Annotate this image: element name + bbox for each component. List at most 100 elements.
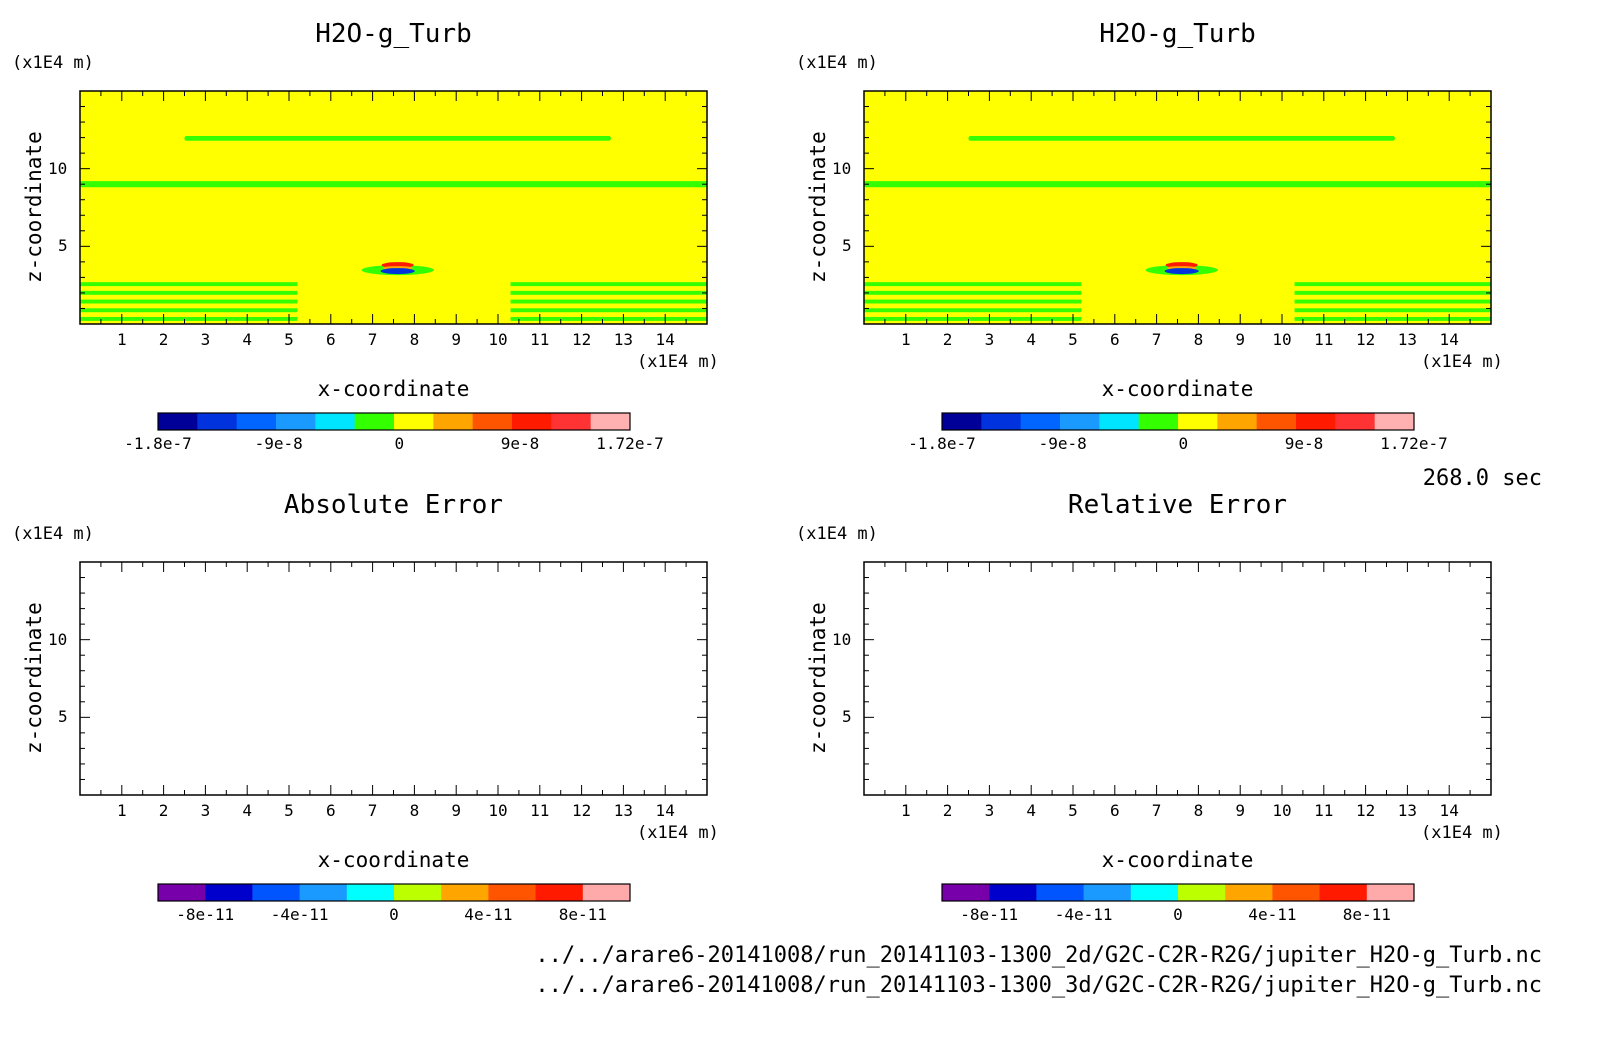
x-tick-label: 13: [613, 330, 634, 349]
colorbar-segment: [433, 413, 474, 430]
contour-stripe: [1294, 308, 1491, 313]
x-axis-title: x-coordinate: [1101, 377, 1254, 401]
colorbar-segment: [488, 884, 537, 901]
colorbar-segment: [1060, 413, 1100, 430]
blob-negative: [380, 268, 415, 275]
colorbar-segment: [551, 413, 592, 430]
colorbar-segment: [1178, 413, 1218, 430]
x-tick-label: 14: [655, 330, 675, 349]
colorbar-segment: [981, 413, 1022, 430]
x-unit-label: (x1E4 m): [1421, 823, 1503, 843]
colorbar-segment: [236, 413, 277, 430]
blob-negative: [1164, 268, 1199, 275]
y-tick-label: 10: [48, 629, 68, 649]
colorbar-label: -1.8e-7: [124, 434, 192, 453]
x-tick-label: 11: [1314, 801, 1334, 820]
x-tick-label: 12: [571, 330, 592, 349]
x-tick-label: 11: [530, 801, 550, 820]
panel-title: H2O-g_Turb: [315, 19, 472, 49]
panel-2: [863, 90, 1492, 431]
x-tick-label: 6: [325, 801, 336, 820]
colorbar-label: -1.8e-7: [908, 434, 976, 453]
x-tick-label: 8: [1193, 801, 1204, 820]
x-tick-label: 2: [942, 330, 953, 349]
contour-stripe: [510, 290, 707, 295]
contour-band: [864, 181, 1491, 188]
colorbar-label: -8e-11: [176, 905, 235, 924]
colorbar-label: 0: [1178, 434, 1189, 453]
colorbar-segment: [252, 884, 301, 901]
colorbar-label: -8e-11: [960, 905, 1019, 924]
contour-stripe: [80, 299, 298, 304]
file-path-3d: ../../arare6-20141008/run_20141103-1300_…: [535, 973, 1542, 998]
colorbar-segment: [354, 413, 395, 430]
colorbar-segment: [1217, 413, 1258, 430]
colorbar-segment: [512, 413, 552, 430]
field-background: [80, 91, 707, 324]
colorbar-segment: [158, 413, 198, 430]
x-tick-label: 12: [1355, 801, 1376, 820]
time-label: 268.0 sec: [1422, 466, 1542, 491]
colorbar-segment: [394, 413, 434, 430]
x-axis-title: x-coordinate: [1101, 848, 1254, 872]
y-unit-label: (x1E4 m): [796, 53, 878, 73]
x-tick-label: 7: [1151, 330, 1162, 349]
colorbar-segment: [1366, 884, 1415, 901]
y-unit-label: (x1E4 m): [12, 524, 94, 544]
colorbar-segment: [942, 884, 990, 901]
y-tick-label: 5: [842, 707, 852, 727]
x-tick-label: 2: [942, 801, 953, 820]
x-tick-label: 14: [1439, 330, 1459, 349]
x-tick-label: 11: [530, 330, 550, 349]
x-tick-label: 3: [984, 801, 995, 820]
panel-1: [79, 90, 708, 431]
field-background: [864, 562, 1491, 795]
x-tick-label: 5: [284, 330, 294, 349]
x-tick-label: 1: [116, 801, 127, 820]
colorbar-label: 0: [394, 434, 405, 453]
field-background: [864, 91, 1491, 324]
colorbar-label: 8e-11: [1342, 905, 1391, 924]
x-tick-label: 9: [451, 801, 462, 820]
colorbar-segment: [1319, 884, 1368, 901]
contour-stripe: [864, 316, 1082, 321]
x-tick-label: 1: [116, 330, 127, 349]
colorbar-frame: [941, 412, 1415, 431]
x-tick-label: 6: [1109, 801, 1120, 820]
y-unit-label: (x1E4 m): [12, 53, 94, 73]
colorbar-frame: [157, 412, 631, 431]
colorbar-label: 9e-8: [500, 434, 540, 453]
contour-band: [184, 136, 611, 141]
colorbar-label: -4e-11: [1054, 905, 1113, 924]
y-tick-label: 10: [48, 158, 68, 178]
colorbar-segment: [276, 413, 316, 430]
panel-3: [79, 561, 708, 902]
contour-stripe: [864, 290, 1082, 295]
contour-stripe: [864, 299, 1082, 304]
x-tick-label: 1: [900, 801, 911, 820]
colorbar-label: 4e-11: [464, 905, 513, 924]
colorbar-segment: [472, 413, 513, 430]
colorbar-label: 0: [1173, 905, 1183, 924]
x-tick-label: 12: [571, 801, 592, 820]
x-tick-label: 9: [1235, 801, 1246, 820]
x-tick-label: 3: [200, 801, 211, 820]
x-tick-label: 9: [1235, 330, 1246, 349]
contour-stripe: [510, 308, 707, 313]
colorbar-label: -4e-11: [270, 905, 329, 924]
x-unit-label: (x1E4 m): [637, 352, 719, 372]
x-tick-label: 13: [1397, 330, 1418, 349]
x-tick-label: 7: [367, 801, 378, 820]
contour-stripe: [510, 299, 707, 304]
contour-stripe: [80, 308, 298, 313]
y-unit-label: (x1E4 m): [796, 524, 878, 544]
colorbar-segment: [942, 413, 982, 430]
colorbar-segment: [1178, 884, 1226, 901]
x-tick-label: 8: [409, 330, 420, 349]
colorbar-label: -9e-8: [254, 434, 303, 453]
colorbar-segment: [1335, 413, 1376, 430]
panel-title: H2O-g_Turb: [1099, 19, 1256, 49]
contour-stripe: [510, 282, 707, 287]
x-tick-label: 5: [1068, 330, 1078, 349]
